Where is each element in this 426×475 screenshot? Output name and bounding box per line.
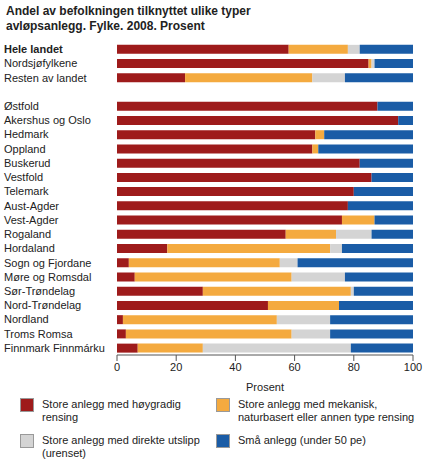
svg-text:Nordsjøfylkene: Nordsjøfylkene [8,57,77,69]
svg-text:Nordland: Nordland [8,313,49,325]
svg-text:Rogaland: Rogaland [8,228,51,240]
svg-text:Aust-Agder: Aust-Agder [8,200,59,212]
svg-text:Prosent: Prosent [246,381,284,393]
svg-text:80: 80 [348,361,360,373]
svg-text:Buskerud: Buskerud [8,157,50,169]
svg-text:Resten av landet: Resten av landet [8,72,87,84]
svg-text:20: 20 [170,361,182,373]
svg-text:Troms Romsa: Troms Romsa [8,328,74,340]
svg-text:60: 60 [288,361,300,373]
svg-text:Hedmark: Hedmark [8,128,49,140]
svg-text:Oppland: Oppland [8,143,46,155]
svg-text:40: 40 [229,361,241,373]
html-text:Små anlegg (under 50 pe): Små anlegg (under 50 pe) [238,434,366,446]
html-text:Store anlegg med mekanisk, nat: Store anlegg med mekanisk, naturbasert e… [238,398,415,423]
svg-text:Sogn og Fjordane: Sogn og Fjordane [8,257,91,269]
svg-text:Nord-Trøndelag: Nord-Trøndelag [8,299,81,311]
svg-text:Vest-Agder: Vest-Agder [8,214,59,226]
svg-text:Hordaland: Hordaland [8,242,55,254]
svg-text:100: 100 [404,361,418,373]
svg-text:Vestfold: Vestfold [8,171,43,183]
svg-text:0: 0 [114,361,120,373]
svg-text:Finnmark Finnmárku: Finnmark Finnmárku [8,342,105,354]
svg-text:Møre og Romsdal: Møre og Romsdal [8,271,91,283]
svg-text:Akershus og Oslo: Akershus og Oslo [8,114,91,126]
svg-text:Sør-Trøndelag: Sør-Trøndelag [8,285,75,297]
svg-text:Østfold: Østfold [8,100,39,112]
svg-text:Telemark: Telemark [8,185,49,197]
html-text:Andel av befolkningen tilknytt: Andel av befolkningen tilknyttet ulike t… [6,4,251,33]
html-text:Store anlegg med direkte utsli: Store anlegg med direkte utslipp (urense… [42,434,200,459]
html-text:Store anlegg med høygradig ren: Store anlegg med høygradig rensing [42,398,181,423]
svg-text:Hele landet: Hele landet [8,43,63,55]
